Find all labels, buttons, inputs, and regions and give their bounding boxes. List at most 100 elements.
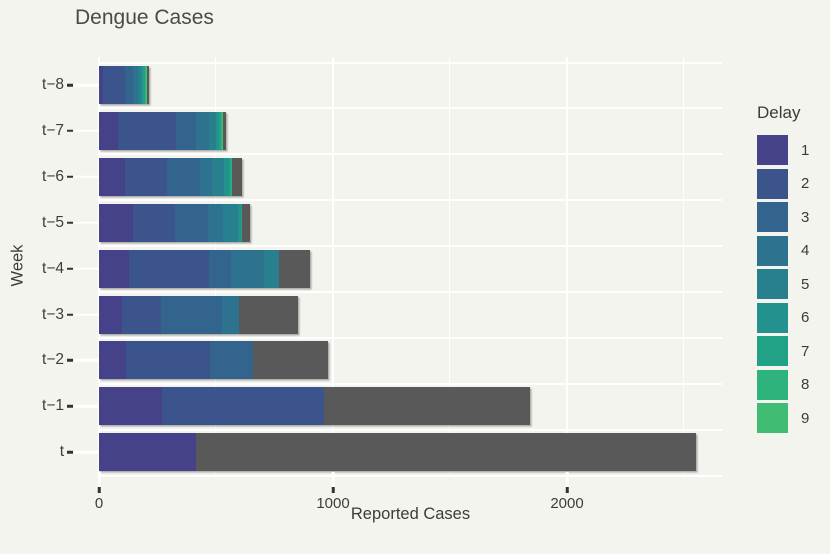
- x-tick-mark: [565, 487, 569, 493]
- bar-segment-delay-3: [166, 157, 200, 196]
- bar-segment-delay-unreported: [323, 387, 530, 426]
- plot-panel: [98, 57, 722, 477]
- y-grid-stub: [74, 450, 99, 454]
- bar-segment-delay-9: [146, 66, 147, 104]
- bar-segment-delay-8: [231, 157, 233, 196]
- bar-segment-delay-2: [125, 341, 211, 380]
- y-tick-mark: [67, 221, 73, 224]
- bar-segment-delay-4: [231, 249, 264, 288]
- y-tick-mark: [67, 129, 73, 133]
- bar-segment-delay-5: [137, 66, 142, 104]
- bar-segment-delay-7: [143, 66, 146, 104]
- x-grid-stub: [565, 472, 569, 487]
- bar-segment-delay-unreported: [196, 433, 696, 472]
- bar-segment-delay-5: [263, 249, 280, 288]
- bar-segment-delay-4: [207, 203, 223, 242]
- y-grid-stub: [74, 313, 99, 316]
- y-grid-stub: [74, 175, 99, 179]
- h-gridline: [99, 107, 722, 110]
- bar-segment-delay-4: [132, 66, 138, 104]
- bar-row: [99, 157, 242, 196]
- y-tick-label: t−8: [42, 76, 64, 93]
- bar-segment-delay-4: [221, 295, 240, 334]
- legend-swatch: [757, 269, 788, 299]
- legend-item-label: 7: [801, 342, 810, 360]
- legend-item-label: 5: [801, 275, 810, 293]
- bar-segment-delay-2: [122, 295, 161, 334]
- legend-item-label: 9: [801, 409, 810, 427]
- x-tick-label: 2000: [550, 495, 584, 512]
- x-axis: 0 1000 2000: [95, 472, 722, 514]
- x-tick-mark: [97, 487, 101, 493]
- bar-segment-delay-unreported: [241, 203, 250, 242]
- legend-item: 2: [757, 168, 809, 199]
- y-axis: t−8 t−7 t−6 t−5 t−4 t−3 t−2 t−1 t: [0, 57, 99, 474]
- h-gridline: [99, 199, 722, 202]
- legend-item-label: 6: [801, 309, 810, 326]
- bar-segment-delay-1: [99, 111, 118, 150]
- legend-items: 1 2 3 4 5 6 7 8 9: [757, 135, 809, 433]
- bar-segment-delay-4: [199, 157, 213, 196]
- bar-segment-delay-3: [175, 203, 208, 242]
- bar-segment-delay-2: [117, 111, 177, 150]
- bar-segment-delay-3: [210, 341, 254, 380]
- y-tick-label: t: [59, 443, 64, 461]
- bar-segment-delay-5: [208, 111, 216, 150]
- legend-swatch: [757, 336, 788, 366]
- bar-row: [99, 433, 696, 472]
- legend-title: Delay: [757, 103, 801, 122]
- y-tick-mark: [67, 267, 73, 270]
- bar-segment-delay-3: [161, 295, 222, 334]
- bar-segment-delay-6: [224, 157, 229, 196]
- legend-item: 5: [757, 269, 809, 299]
- bar-row: [99, 66, 150, 104]
- h-gridline: [99, 245, 722, 248]
- x-grid-stub: [97, 472, 101, 487]
- bar-segment-delay-3: [208, 249, 232, 288]
- y-grid-stub: [74, 405, 99, 408]
- h-gridline: [99, 153, 722, 156]
- bar-segment-delay-2: [102, 66, 125, 104]
- y-grid-stub: [74, 83, 99, 87]
- h-gridline: [99, 291, 722, 293]
- bar-segment-delay-unreported: [232, 157, 242, 196]
- x-grid-stub: [331, 472, 335, 487]
- bar-segment-delay-6: [141, 66, 144, 104]
- bar-segment-delay-1: [99, 341, 126, 380]
- y-grid-stub: [74, 129, 99, 133]
- y-grid-stub: [74, 359, 99, 362]
- legend-item: 9: [757, 403, 809, 433]
- bar-segment-delay-2: [124, 157, 167, 196]
- legend-item: 6: [757, 302, 810, 333]
- bar-segment-delay-7: [219, 111, 222, 150]
- x-tick-mark: [331, 487, 335, 493]
- bar-row: [99, 387, 530, 426]
- bar-segment-delay-unreported: [239, 295, 298, 334]
- bar-row: [99, 203, 250, 242]
- legend-item-label: 8: [801, 376, 810, 393]
- bar-segment-delay-7: [228, 157, 232, 196]
- legend-swatch: [757, 235, 788, 266]
- bar-segment-delay-unreported: [146, 66, 150, 104]
- h-gridline: [99, 61, 722, 64]
- bar-segment-delay-unreported: [279, 249, 310, 288]
- legend-item-label: 3: [801, 208, 810, 226]
- bar-segment-delay-1: [99, 203, 133, 242]
- bar-segment-delay-6: [238, 203, 242, 242]
- y-tick-label: t−7: [42, 121, 64, 139]
- v-gridline: [449, 57, 451, 474]
- bar-row: [99, 295, 298, 334]
- legend-swatch: [757, 403, 788, 433]
- y-tick-label: t−4: [42, 259, 64, 277]
- bar-row: [99, 249, 310, 288]
- chart-title: Dengue Cases: [75, 6, 214, 29]
- legend-swatch: [757, 135, 788, 165]
- bar-segment-delay-2: [132, 203, 176, 242]
- bar-segment-delay-5: [222, 203, 239, 242]
- bar-segment-delay-unreported: [222, 111, 227, 150]
- bar-segment-delay-6: [215, 111, 220, 150]
- y-tick-mark: [67, 83, 73, 87]
- h-gridline: [99, 474, 722, 477]
- y-grid-stub: [74, 267, 99, 270]
- legend-item-label: 1: [801, 141, 810, 159]
